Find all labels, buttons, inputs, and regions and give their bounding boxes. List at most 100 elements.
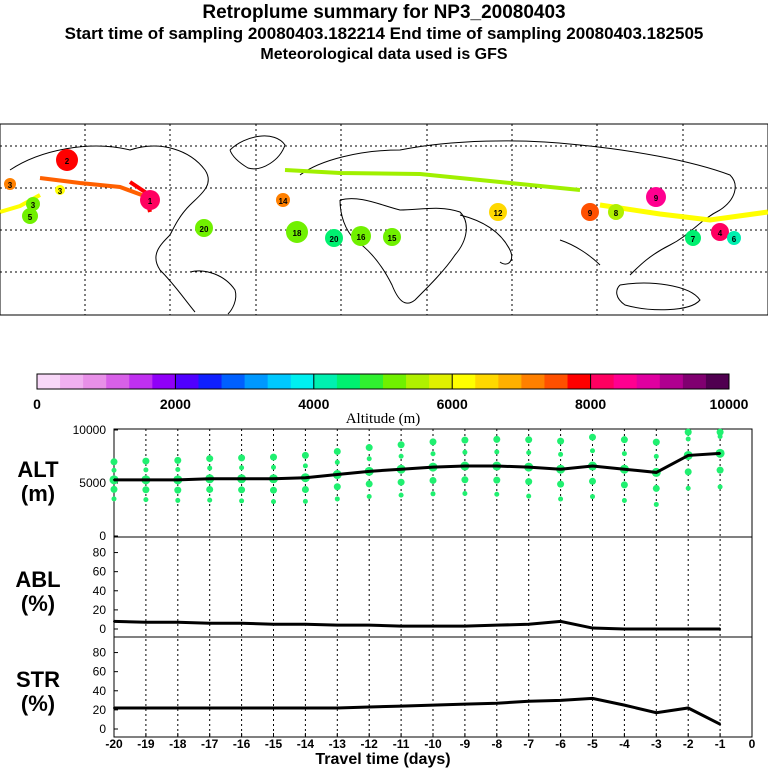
series-point xyxy=(495,702,498,705)
altitude-colorbar: 0 2000 4000 6000 8000 10000 Altitude (m) xyxy=(33,373,749,427)
map-marker-label: 3 xyxy=(8,181,13,190)
alt-spread-dot xyxy=(685,485,691,491)
x-tick-label: -15 xyxy=(265,737,283,751)
series-point xyxy=(463,465,466,468)
alt-spread-dot xyxy=(684,468,692,476)
alt-spread-dot xyxy=(206,455,214,463)
panel-label-alt: ALT xyxy=(17,457,59,482)
series-point xyxy=(304,623,307,626)
series-point xyxy=(591,697,594,700)
panel-str: 80 60 40 20 0 STR(%) xyxy=(16,646,722,736)
series-point xyxy=(240,477,243,480)
alt-spread-dot xyxy=(684,428,692,436)
map-marker: 1 xyxy=(140,190,160,210)
alt-spread-dot xyxy=(334,496,340,502)
map-frame xyxy=(0,123,768,316)
alt-spread-dot xyxy=(143,467,149,473)
alt-spread-dot xyxy=(429,476,437,484)
x-tick-label: -16 xyxy=(233,737,251,751)
alt-spread-dot xyxy=(589,433,596,441)
alt-spread-dot xyxy=(270,453,277,461)
map-marker-label: 15 xyxy=(388,234,397,243)
panel-unit-str: (%) xyxy=(21,691,55,716)
alt-spread-dot xyxy=(302,463,308,469)
map-marker: 3 xyxy=(55,185,65,196)
map-marker-circle xyxy=(276,193,290,207)
alt-spread-dot xyxy=(398,453,404,459)
alt-spread-dot xyxy=(558,496,564,502)
y-tick-label: 0 xyxy=(99,622,106,636)
colorbar-cell xyxy=(313,374,338,389)
x-tick-label: -12 xyxy=(361,737,379,751)
colorbar-cell xyxy=(106,374,130,389)
alt-spread-dot xyxy=(461,436,469,444)
colorbar-tick-label: 8000 xyxy=(575,396,606,412)
series-point xyxy=(687,706,690,709)
alt-spread-dot xyxy=(110,458,118,466)
alt-spread-dot xyxy=(207,465,213,471)
alt-spread-dot xyxy=(206,485,214,493)
alt-spread-dot xyxy=(239,465,245,471)
alt-spread-dot xyxy=(333,483,341,491)
map-marker-label: 9 xyxy=(588,209,593,218)
map-marker: 14 xyxy=(276,193,290,207)
colorbar-tick-label: 4000 xyxy=(298,396,329,412)
alt-spread-dot xyxy=(557,437,565,445)
series-line-abl xyxy=(113,619,721,631)
series-point xyxy=(591,465,594,468)
series-point xyxy=(176,621,179,624)
alt-spread-dot xyxy=(430,451,436,457)
map-marker-label: 3 xyxy=(58,187,63,196)
met-data-line: Meteorological data used is GFS xyxy=(260,46,508,63)
map-markers: 2 3 3 5 3 1 14 20 18 20 16 15 12 9 9 46 8 7 xyxy=(4,149,741,247)
colorbar-cell xyxy=(267,374,292,389)
alt-spread-dot xyxy=(653,501,659,507)
series-points-alt xyxy=(113,452,722,481)
colorbar-cell xyxy=(129,374,153,389)
colorbar-cell xyxy=(452,374,476,389)
x-gridlines xyxy=(145,429,721,737)
series-point xyxy=(527,623,530,626)
series-point xyxy=(655,628,658,630)
x-tick-label: -13 xyxy=(329,737,347,751)
map-marker: 7 xyxy=(685,230,701,246)
x-tick-label: -5 xyxy=(587,737,598,751)
map-marker-label: 5 xyxy=(28,213,33,222)
series-point xyxy=(336,624,339,627)
alt-spread-dot xyxy=(366,494,372,500)
plume-path-segment xyxy=(284,168,581,192)
alt-spread-dot xyxy=(397,478,405,486)
alt-spread-dot xyxy=(620,436,628,444)
x-tick-label: 0 xyxy=(749,737,756,751)
map-marker-circle xyxy=(140,190,160,210)
map-marker: 2 xyxy=(56,149,78,171)
map-marker-label: 18 xyxy=(293,229,302,238)
x-tick-labels: -20 -19 -18 -17 -16 -15 -14 -13 -12 -11 -10 -9 -8 -7-… xyxy=(105,733,756,751)
x-tick-label: -11 xyxy=(393,737,410,751)
colorbar-cell xyxy=(498,374,522,389)
chart-title: Retroplume summary for NP3_20080403 xyxy=(202,2,566,23)
alt-spread-dot xyxy=(398,492,404,498)
colorbar-cell xyxy=(383,374,407,389)
alt-spread-dot xyxy=(238,454,246,462)
panel-label-abl: ABL xyxy=(15,567,60,592)
alt-spread-dot xyxy=(301,486,309,494)
alt-spread-dot xyxy=(111,467,117,473)
panel-alt: 10000 5000 0 ALT(m) xyxy=(17,423,725,543)
alt-spread-dot xyxy=(652,484,660,492)
alt-spread-dot xyxy=(397,441,405,449)
x-tick-label: -14 xyxy=(297,737,315,751)
series-point xyxy=(272,706,275,709)
map-marker-label: 12 xyxy=(494,209,503,218)
map-marker: 3 xyxy=(4,178,16,190)
map-marker: 4 xyxy=(711,223,729,241)
series-point xyxy=(719,452,722,455)
alt-spread-dot xyxy=(143,497,149,503)
map-marker-circle xyxy=(4,178,16,190)
x-axis-label: Travel time (days) xyxy=(315,751,450,768)
alt-spread-dot xyxy=(590,494,595,500)
alt-spread-dot xyxy=(462,491,468,497)
panel-unit-alt: (m) xyxy=(21,481,55,506)
series-point xyxy=(655,471,658,474)
series-point xyxy=(559,468,562,471)
